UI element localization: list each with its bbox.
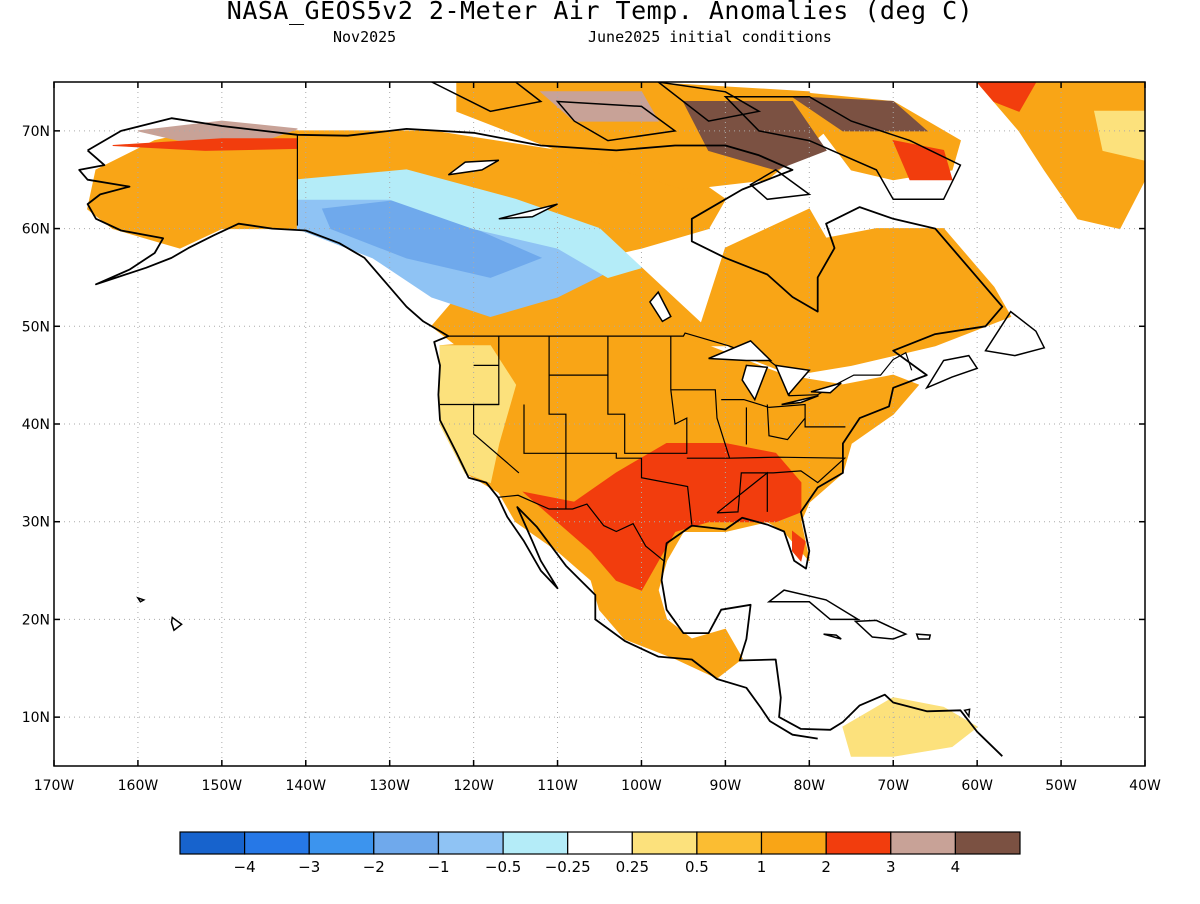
political-border	[523, 404, 567, 509]
political-border	[448, 332, 913, 397]
boundary-lines	[78, 82, 1046, 757]
political-border	[670, 389, 731, 459]
colorbar-swatch	[631, 831, 698, 855]
map-title: NASA_GEOS5v2 2-Meter Air Temp. Anomalies…	[226, 0, 974, 25]
colorbar-swatch	[502, 831, 569, 855]
lake	[774, 364, 811, 397]
lon-tick-label: 40W	[1129, 778, 1161, 794]
political-border	[607, 336, 688, 454]
colorbar-label: −2	[363, 858, 385, 876]
colorbar: −4 −3 −2 −1 −0.5 −0.25 0.25 0.5 1 2 3 4	[179, 831, 1021, 876]
colorbar-label: −0.25	[545, 858, 591, 876]
political-border	[766, 404, 806, 441]
lake	[447, 159, 500, 176]
colorbar-label: −4	[234, 858, 256, 876]
lat-tick-label: 50N	[22, 319, 50, 335]
coastline	[87, 117, 1004, 757]
lon-tick-label: 60W	[961, 778, 993, 794]
colorbar-label: −3	[298, 858, 320, 876]
colorbar-label: 4	[951, 858, 961, 876]
island-outline	[924, 354, 979, 390]
init-conditions-label: June2025 initial conditions	[588, 28, 832, 46]
lake	[708, 340, 773, 362]
lake	[810, 382, 842, 394]
lake	[648, 290, 672, 323]
island-outline	[723, 95, 962, 201]
political-border	[721, 399, 846, 428]
island-outline	[555, 100, 677, 142]
colorbar-label: 2	[821, 858, 831, 876]
anomaly-region-baffin-red	[892, 139, 953, 181]
anomaly-fill-layer	[87, 82, 1145, 757]
political-border	[686, 456, 847, 514]
graticule	[54, 82, 1145, 766]
colorbar-swatch	[244, 831, 310, 855]
lat-tick-label: 70N	[22, 124, 50, 140]
island-outline	[656, 82, 762, 122]
lon-tick-label: 110W	[537, 778, 578, 794]
lon-tick-label: 50W	[1045, 778, 1077, 794]
island-outline	[915, 633, 932, 640]
lake	[741, 364, 769, 402]
colorbar-label: 0.25	[616, 858, 649, 876]
coastline	[78, 149, 818, 740]
colorbar-swatch	[825, 831, 892, 855]
lon-tick-label: 160W	[118, 778, 159, 794]
colorbar-swatch	[308, 831, 375, 855]
anomaly-region-alaska-brown	[137, 120, 298, 142]
anomaly-region-greenland-light	[1093, 110, 1145, 161]
political-border	[497, 494, 666, 563]
lat-tick-label: 10N	[22, 710, 50, 726]
island-outline	[749, 169, 812, 201]
colorbar-label: 3	[886, 858, 896, 876]
lake	[498, 203, 558, 220]
colorbar-swatch	[437, 831, 504, 855]
lon-tick-label: 80W	[793, 778, 825, 794]
valid-month-label: Nov2025	[333, 28, 397, 46]
lon-tick-label: 170W	[34, 778, 75, 794]
anomaly-region-florida-red	[792, 530, 806, 562]
colorbar-label: −0.5	[485, 858, 521, 876]
lat-tick-label: 60N	[22, 222, 50, 238]
lon-tick-label: 140W	[285, 778, 326, 794]
lon-tick-label: 70W	[877, 778, 909, 794]
island-outline	[431, 82, 543, 113]
lat-tick-label: 20N	[22, 612, 50, 628]
anomaly-region-south-america-light	[842, 697, 979, 757]
island-outline	[853, 619, 908, 640]
island-outline	[823, 633, 842, 640]
colorbar-swatch	[179, 831, 246, 855]
island-outline	[984, 310, 1046, 357]
anomaly-region-greenland-red	[976, 82, 1037, 112]
colorbar-label: 0.5	[685, 858, 709, 876]
lat-tick-label: 30N	[22, 515, 50, 531]
anomaly-region-cold-edge	[296, 169, 643, 278]
island-outline	[766, 589, 861, 621]
lon-tick-label: 150W	[202, 778, 243, 794]
lat-tick-label: 40N	[22, 417, 50, 433]
colorbar-swatch	[890, 831, 956, 855]
anomaly-region-conus-light-west	[439, 345, 517, 484]
lon-tick-label: 130W	[369, 778, 410, 794]
lake	[781, 394, 819, 406]
anomaly-region-arctic-brown-west	[539, 91, 660, 122]
lon-tick-label: 120W	[453, 778, 494, 794]
lon-tick-label: 100W	[621, 778, 662, 794]
colorbar-swatch	[373, 831, 439, 855]
island-outline	[136, 596, 146, 603]
colorbar-swatch	[696, 831, 763, 855]
colorbar-swatch	[954, 831, 1021, 855]
colorbar-label: 1	[757, 858, 767, 876]
map-axes: 10N 20N 30N 40N 50N 60N 70N 170W 160W 150W 140W 130…	[22, 82, 1161, 794]
island-outline	[963, 708, 971, 719]
colorbar-swatch	[567, 831, 633, 855]
political-border	[548, 336, 693, 525]
lon-tick-label: 90W	[710, 778, 742, 794]
political-border	[716, 471, 768, 514]
island-outline	[170, 616, 183, 632]
colorbar-label: −1	[427, 858, 449, 876]
colorbar-swatch	[760, 831, 827, 855]
